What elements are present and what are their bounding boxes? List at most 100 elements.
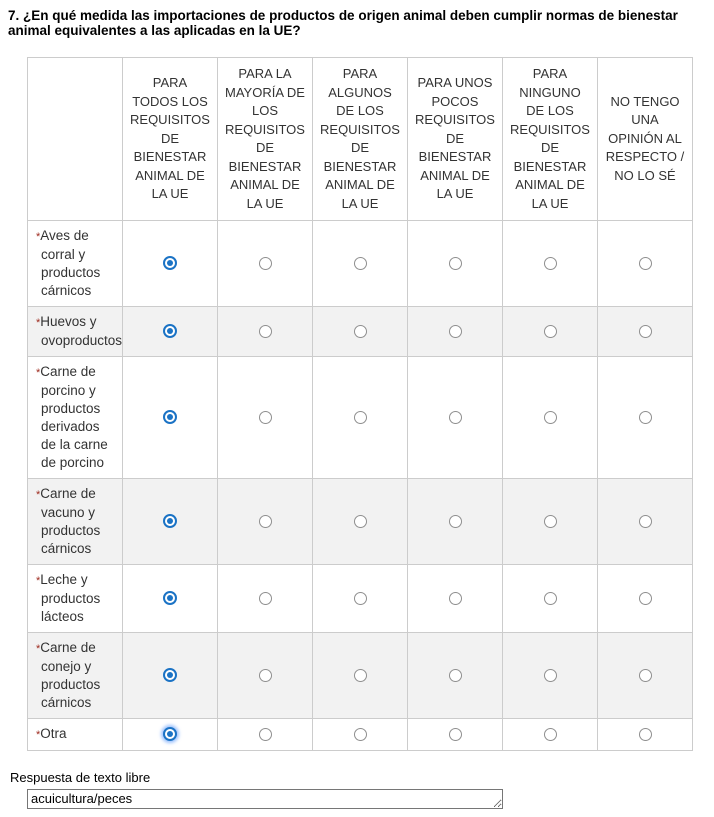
radio-button[interactable] [543,591,557,605]
radio-button[interactable] [258,410,272,424]
radio-cell[interactable] [312,564,408,633]
radio-button-selected[interactable] [163,256,177,271]
free-text-section: Respuesta de texto libre acuicultura/pec… [8,770,708,809]
table-row: *Carne de porcino y productos derivados … [27,356,693,479]
radio-cell[interactable] [122,220,218,307]
radio-cell[interactable] [217,306,313,357]
radio-button[interactable] [448,668,462,682]
radio-button[interactable] [448,324,462,338]
radio-cell[interactable] [502,356,598,479]
row-label-cell: *Carne de porcino y productos derivados … [27,356,123,479]
radio-cell[interactable] [597,478,693,565]
radio-cell[interactable] [312,356,408,479]
radio-button-selected[interactable] [163,668,177,683]
radio-button[interactable] [353,256,367,270]
radio-cell[interactable] [502,632,598,719]
radio-button[interactable] [353,668,367,682]
radio-button-selected[interactable] [163,591,177,606]
radio-button[interactable] [353,324,367,338]
radio-cell[interactable] [312,220,408,307]
table-row: *Huevos y ovoproductos [27,306,693,357]
radio-cell[interactable] [502,478,598,565]
radio-cell[interactable] [217,478,313,565]
radio-cell[interactable] [502,220,598,307]
radio-button-selected[interactable] [163,410,177,425]
radio-button[interactable] [258,668,272,682]
radio-cell[interactable] [217,356,313,479]
required-asterisk: * [36,317,41,329]
radio-button[interactable] [638,410,652,424]
radio-button-selected[interactable] [163,514,177,529]
radio-cell[interactable] [407,564,503,633]
radio-button[interactable] [543,324,557,338]
radio-cell[interactable] [407,632,503,719]
radio-cell[interactable] [312,632,408,719]
radio-cell[interactable] [597,564,693,633]
radio-cell[interactable] [217,564,313,633]
radio-button[interactable] [353,591,367,605]
radio-cell[interactable] [312,478,408,565]
radio-button[interactable] [353,727,367,741]
required-asterisk: * [36,575,41,587]
row-label: Huevos y ovoproductos [40,314,123,348]
radio-cell[interactable] [312,718,408,751]
radio-cell[interactable] [597,632,693,719]
radio-button[interactable] [353,514,367,528]
required-asterisk: * [36,231,41,243]
row-label-cell: *Leche y productos lácteos [27,564,123,633]
radio-cell[interactable] [217,718,313,751]
radio-cell[interactable] [122,356,218,479]
matrix-body: *Aves de corral y productos cárnicos *Hue… [27,220,693,751]
radio-cell[interactable] [217,632,313,719]
radio-cell[interactable] [407,356,503,479]
column-header: PARA ALGUNOS DE LOS REQUISITOS DE BIENES… [312,57,408,221]
radio-cell[interactable] [502,718,598,751]
radio-button[interactable] [543,256,557,270]
radio-button[interactable] [448,256,462,270]
radio-cell[interactable] [597,306,693,357]
radio-button[interactable] [448,514,462,528]
radio-button[interactable] [448,727,462,741]
radio-button[interactable] [638,514,652,528]
radio-button[interactable] [638,324,652,338]
radio-button[interactable] [638,727,652,741]
radio-cell[interactable] [122,478,218,565]
required-asterisk: * [36,489,41,501]
radio-button[interactable] [543,410,557,424]
radio-button[interactable] [448,591,462,605]
radio-button[interactable] [353,410,367,424]
radio-button[interactable] [258,514,272,528]
radio-cell[interactable] [122,718,218,751]
radio-cell[interactable] [122,306,218,357]
column-header: NO TENGO UNA OPINIÓN AL RESPECTO / NO LO… [597,57,693,221]
row-label-cell: *Carne de conejo y productos cárnicos [27,632,123,719]
radio-button[interactable] [543,727,557,741]
free-text-input[interactable]: acuicultura/peces [27,789,503,809]
radio-cell[interactable] [407,220,503,307]
radio-button[interactable] [543,668,557,682]
radio-cell[interactable] [502,564,598,633]
radio-button-selected[interactable] [163,324,177,339]
radio-button-selected[interactable] [163,727,177,742]
radio-button[interactable] [638,591,652,605]
radio-button[interactable] [258,727,272,741]
radio-cell[interactable] [122,632,218,719]
radio-cell[interactable] [407,306,503,357]
radio-cell[interactable] [597,220,693,307]
radio-cell[interactable] [122,564,218,633]
radio-cell[interactable] [597,356,693,479]
radio-cell[interactable] [217,220,313,307]
radio-button[interactable] [543,514,557,528]
radio-cell[interactable] [502,306,598,357]
radio-button[interactable] [258,591,272,605]
radio-button[interactable] [638,668,652,682]
radio-button[interactable] [258,324,272,338]
radio-cell[interactable] [407,718,503,751]
radio-button[interactable] [638,256,652,270]
radio-cell[interactable] [312,306,408,357]
table-row: *Otra [27,718,693,751]
radio-cell[interactable] [597,718,693,751]
radio-button[interactable] [448,410,462,424]
radio-button[interactable] [258,256,272,270]
radio-cell[interactable] [407,478,503,565]
